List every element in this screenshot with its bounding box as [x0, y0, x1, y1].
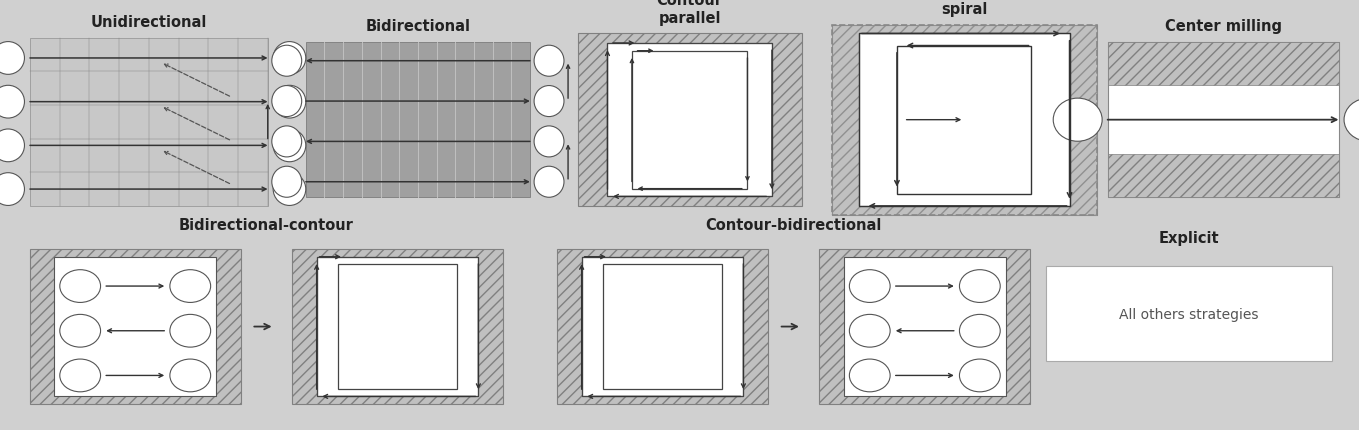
Bar: [832, 26, 1097, 215]
Ellipse shape: [170, 315, 211, 347]
Ellipse shape: [849, 359, 890, 392]
Ellipse shape: [534, 86, 564, 117]
Ellipse shape: [1053, 99, 1102, 142]
Ellipse shape: [170, 359, 211, 392]
Bar: [306, 43, 530, 198]
Ellipse shape: [0, 173, 24, 206]
Bar: [607, 44, 772, 197]
Ellipse shape: [273, 43, 306, 75]
Text: All others strategies: All others strategies: [1120, 307, 1258, 321]
Ellipse shape: [170, 270, 211, 303]
Bar: [859, 34, 1070, 206]
Ellipse shape: [849, 315, 890, 347]
Ellipse shape: [272, 46, 302, 77]
Ellipse shape: [959, 359, 1000, 392]
Text: Center milling: Center milling: [1165, 19, 1282, 34]
Ellipse shape: [272, 167, 302, 198]
Ellipse shape: [273, 173, 306, 206]
Bar: [557, 249, 768, 404]
Ellipse shape: [60, 270, 101, 303]
Bar: [1108, 43, 1339, 198]
Text: Contour-bidirectional: Contour-bidirectional: [705, 217, 882, 232]
Bar: [1046, 267, 1332, 361]
Text: Bidirectional: Bidirectional: [366, 19, 470, 34]
Ellipse shape: [534, 167, 564, 198]
Bar: [582, 257, 743, 396]
Bar: [844, 257, 1006, 396]
Bar: [317, 257, 478, 396]
Bar: [897, 46, 1031, 194]
Ellipse shape: [60, 359, 101, 392]
Bar: [292, 249, 503, 404]
Bar: [54, 257, 216, 396]
Ellipse shape: [0, 130, 24, 163]
Bar: [1108, 155, 1339, 198]
Text: Explicit: Explicit: [1159, 230, 1219, 245]
Ellipse shape: [959, 270, 1000, 303]
Text: Bidirectional-contour: Bidirectional-contour: [179, 217, 353, 232]
Ellipse shape: [272, 126, 302, 157]
Ellipse shape: [273, 130, 306, 163]
Bar: [317, 257, 478, 396]
Text: Contour
spiral: Contour spiral: [931, 0, 998, 17]
Text: Unidirectional: Unidirectional: [91, 15, 207, 30]
Text: Contour
parallel: Contour parallel: [656, 0, 723, 26]
Bar: [603, 264, 722, 390]
Ellipse shape: [849, 270, 890, 303]
Bar: [832, 26, 1097, 215]
Ellipse shape: [534, 46, 564, 77]
Bar: [819, 249, 1030, 404]
Bar: [578, 34, 802, 206]
Ellipse shape: [272, 86, 302, 117]
Bar: [30, 249, 241, 404]
Ellipse shape: [273, 86, 306, 119]
Ellipse shape: [959, 315, 1000, 347]
Bar: [338, 264, 457, 390]
Bar: [859, 34, 1070, 206]
Bar: [30, 39, 268, 206]
Bar: [607, 44, 772, 197]
Bar: [582, 257, 743, 396]
Ellipse shape: [534, 126, 564, 157]
Ellipse shape: [0, 86, 24, 119]
Ellipse shape: [60, 315, 101, 347]
Ellipse shape: [1344, 99, 1359, 142]
Bar: [632, 52, 747, 189]
Bar: [1108, 43, 1339, 86]
Ellipse shape: [0, 43, 24, 75]
